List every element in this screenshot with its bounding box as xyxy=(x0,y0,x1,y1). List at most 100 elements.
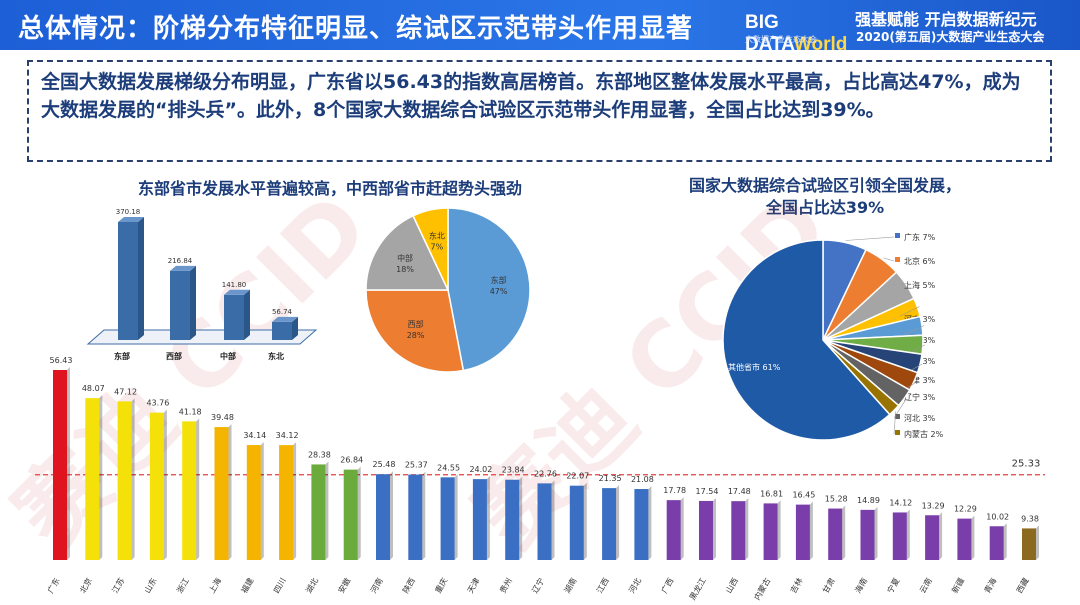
legend-swatch xyxy=(895,430,900,435)
data-label: 141.80 xyxy=(222,281,247,289)
bar-side xyxy=(809,501,813,560)
tick-label: 安徽 xyxy=(336,576,353,595)
bar-side xyxy=(906,509,910,560)
bar-top xyxy=(118,217,144,222)
tick-label: 重庆 xyxy=(433,576,450,595)
legend-swatch xyxy=(895,281,900,286)
bar xyxy=(472,479,487,560)
bar-side xyxy=(228,424,232,560)
bar xyxy=(118,222,138,340)
bar-side xyxy=(190,265,196,340)
bar-side xyxy=(713,497,716,560)
bar-side xyxy=(293,442,297,560)
pie-slice xyxy=(365,214,450,291)
leader-line xyxy=(883,257,895,262)
bar xyxy=(957,518,972,560)
bar-side xyxy=(422,471,426,560)
bar xyxy=(279,445,294,560)
tick-label: 东部 xyxy=(114,351,130,361)
bar-side xyxy=(583,482,587,560)
pie-label: 广东 7% xyxy=(904,232,936,242)
pie-value: 47% xyxy=(490,287,508,296)
bar-side xyxy=(842,505,846,560)
right-subtitle-line2: 全国占比达39% xyxy=(765,198,885,217)
bar-side xyxy=(616,485,620,560)
data-label: 16.81 xyxy=(760,489,783,498)
tick-label: 新疆 xyxy=(949,576,966,595)
bar-side xyxy=(244,289,250,340)
bar xyxy=(925,515,940,560)
data-label: 24.55 xyxy=(437,463,460,472)
left-chart-subtitle: 东部省市发展水平普遍较高，中西部省市赶超势头强劲 xyxy=(137,179,522,198)
bar xyxy=(272,321,292,340)
tick-label: 江西 xyxy=(595,577,611,595)
bar-side xyxy=(390,471,393,560)
bar xyxy=(182,421,197,560)
tick-label: 西部 xyxy=(166,351,182,361)
tick-label: 西藏 xyxy=(1014,576,1031,595)
tick-label: 湖南 xyxy=(562,576,579,595)
header-bar: 总体情况：阶梯分布特征明显、综试区示范带头作用显著 BIG DATAWorld … xyxy=(0,0,1080,55)
bar-side xyxy=(138,217,144,340)
logo-text: BIG DATA xyxy=(745,12,794,55)
tick-label: 东北 xyxy=(268,351,284,361)
data-label: 13.29 xyxy=(922,501,945,510)
bar-side xyxy=(874,506,878,560)
event-name: 2020(第五届)大数据产业生态大会 xyxy=(856,30,1045,44)
bar xyxy=(860,509,875,560)
pie-label: 内蒙古 2% xyxy=(904,429,944,439)
pie-label: 东部 xyxy=(491,275,507,285)
leader-line xyxy=(845,236,895,241)
data-label: 26.84 xyxy=(340,456,363,465)
pie-label: 东北 xyxy=(429,230,445,240)
right-subtitle-line1: 国家大数据综合试验区引领全国发展， xyxy=(688,176,961,195)
bar xyxy=(602,488,617,560)
average-label: 25.33 xyxy=(1012,459,1041,470)
bar-side xyxy=(260,442,264,560)
pie-label: 上海 5% xyxy=(904,280,936,290)
data-label: 25.37 xyxy=(405,461,428,470)
data-label: 34.12 xyxy=(276,431,299,440)
pie-label: 天津 3% xyxy=(904,375,936,385)
bar xyxy=(408,474,423,560)
data-label: 47.12 xyxy=(114,387,137,396)
bar-side xyxy=(519,476,523,560)
data-label: 56.43 xyxy=(50,356,73,365)
tick-label: 广东 xyxy=(45,576,62,595)
pilot-zone-pie-chart: 广东 7%北京 6%上海 5%河南 3%重庆 3%贵州 3%天津 3%辽宁 3%… xyxy=(722,232,944,441)
bar xyxy=(170,270,190,340)
bar-side xyxy=(163,409,167,560)
tick-label: 甘肃 xyxy=(820,576,837,595)
pie-slice xyxy=(412,207,449,291)
pie-label: 其他省市 61% xyxy=(728,362,781,372)
legend-swatch xyxy=(895,257,900,262)
leader-line xyxy=(893,411,896,435)
pie-value: 7% xyxy=(431,242,444,251)
summary-box: 全国大数据发展梯级分布明显，广东省以56.43的指数高居榜首。东部地区整体发展水… xyxy=(27,60,1052,162)
bar-side xyxy=(454,474,458,560)
region-bar-chart: 370.18 东部 216.84 西部 141.80 中部 56.74 东北 xyxy=(86,208,318,361)
bar xyxy=(892,512,907,560)
data-label: 12.29 xyxy=(954,505,977,514)
bar-side xyxy=(196,418,200,560)
pie-value: 28% xyxy=(407,331,425,340)
bar-side xyxy=(67,367,70,560)
pie-slice xyxy=(447,207,531,372)
tick-label: 云南 xyxy=(917,576,934,595)
bar xyxy=(666,500,681,560)
data-label: 22.07 xyxy=(566,472,589,481)
pie-slice xyxy=(722,239,891,441)
pie-label: 中部 xyxy=(397,253,413,263)
bar xyxy=(1022,528,1036,560)
page-title: 总体情况：阶梯分布特征明显、综试区示范带头作用显著 xyxy=(18,14,694,44)
data-label: 48.07 xyxy=(82,384,105,393)
bar xyxy=(537,483,552,560)
bar-side xyxy=(745,498,749,560)
bigdata-world-logo: BIG DATAWorld 大数据产业生态大会 xyxy=(745,8,847,55)
data-label: 39.48 xyxy=(211,413,234,422)
data-label: 41.18 xyxy=(179,407,202,416)
data-label: 21.35 xyxy=(599,474,622,483)
tick-label: 陕西 xyxy=(400,576,417,595)
bar-side xyxy=(131,398,135,560)
bar-side xyxy=(777,500,781,560)
